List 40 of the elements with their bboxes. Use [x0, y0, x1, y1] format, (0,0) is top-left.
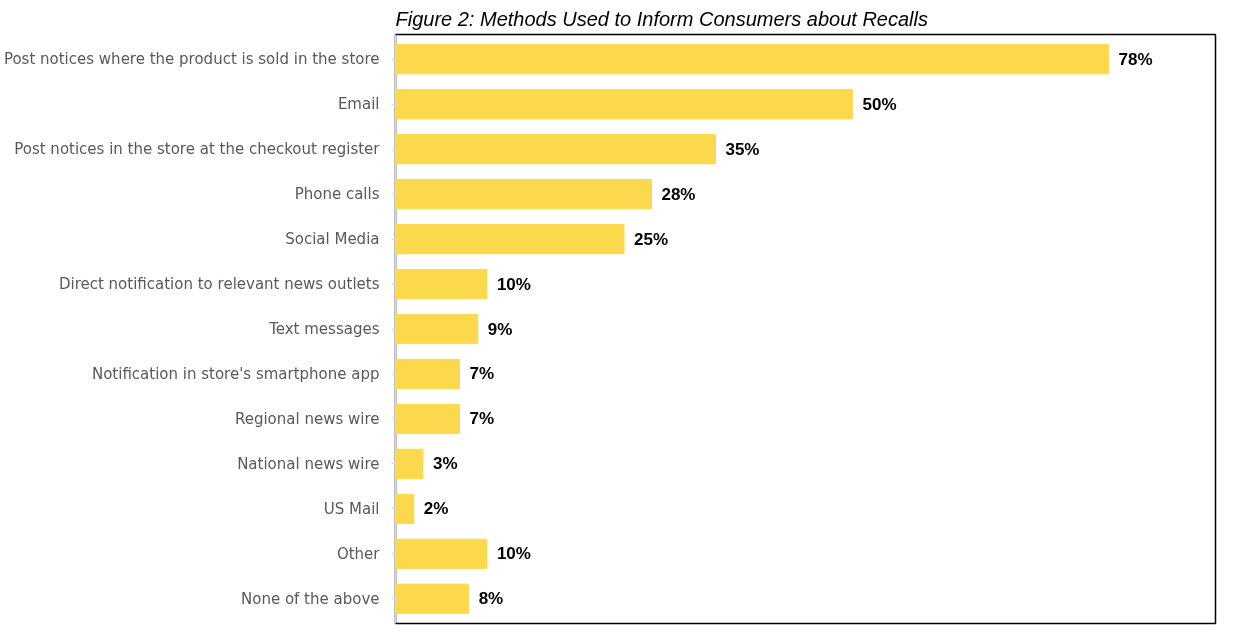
bar: [395, 583, 470, 614]
y-tick-label: US Mail: [323, 499, 380, 518]
bar: [395, 179, 652, 210]
data-label: 10%: [496, 274, 531, 294]
bar: [395, 448, 424, 479]
y-tick-label: None of the above: [240, 589, 380, 608]
data-label: 9%: [487, 319, 513, 339]
bar: [395, 134, 716, 165]
y-tick-label: Email: [337, 95, 380, 114]
data-label: 8%: [478, 589, 504, 609]
bar: [395, 268, 488, 300]
chart-title: Figure 2: Methods Used to Inform Consumers about Recalls: [395, 7, 928, 30]
data-label: 7%: [469, 364, 495, 384]
bar: [395, 403, 460, 435]
bar: [395, 44, 1110, 75]
bar: [395, 223, 625, 255]
bar: [395, 89, 854, 120]
y-tick-label: Phone calls: [294, 185, 380, 204]
bar: [395, 538, 488, 569]
data-label: 7%: [469, 409, 495, 429]
y-tick-label: Social Media: [285, 230, 380, 249]
y-tick-label: Notification in store's smartphone app: [91, 364, 380, 383]
y-tick-label: Post notices where the product is sold in the store: [3, 50, 380, 69]
data-label: 2%: [423, 499, 449, 519]
y-tick-label: Direct notification to relevant news outlets: [58, 275, 380, 294]
bar: [395, 358, 460, 390]
data-label: 35%: [725, 139, 760, 159]
bar: [395, 493, 415, 524]
data-label: 10%: [496, 544, 531, 564]
data-label: 78%: [1118, 49, 1153, 69]
bar: [395, 313, 479, 345]
data-label: 50%: [862, 94, 897, 114]
data-label: 3%: [432, 454, 458, 474]
data-label: 25%: [634, 229, 669, 249]
y-tick-label: Other: [336, 544, 381, 563]
data-label: 28%: [661, 184, 696, 204]
y-tick-label: National news wire: [237, 454, 380, 473]
y-tick-label: Regional news wire: [234, 409, 380, 428]
y-tick-label: Post notices in the store at the checkout register: [14, 140, 381, 159]
y-tick-label: Text messages: [268, 320, 380, 338]
